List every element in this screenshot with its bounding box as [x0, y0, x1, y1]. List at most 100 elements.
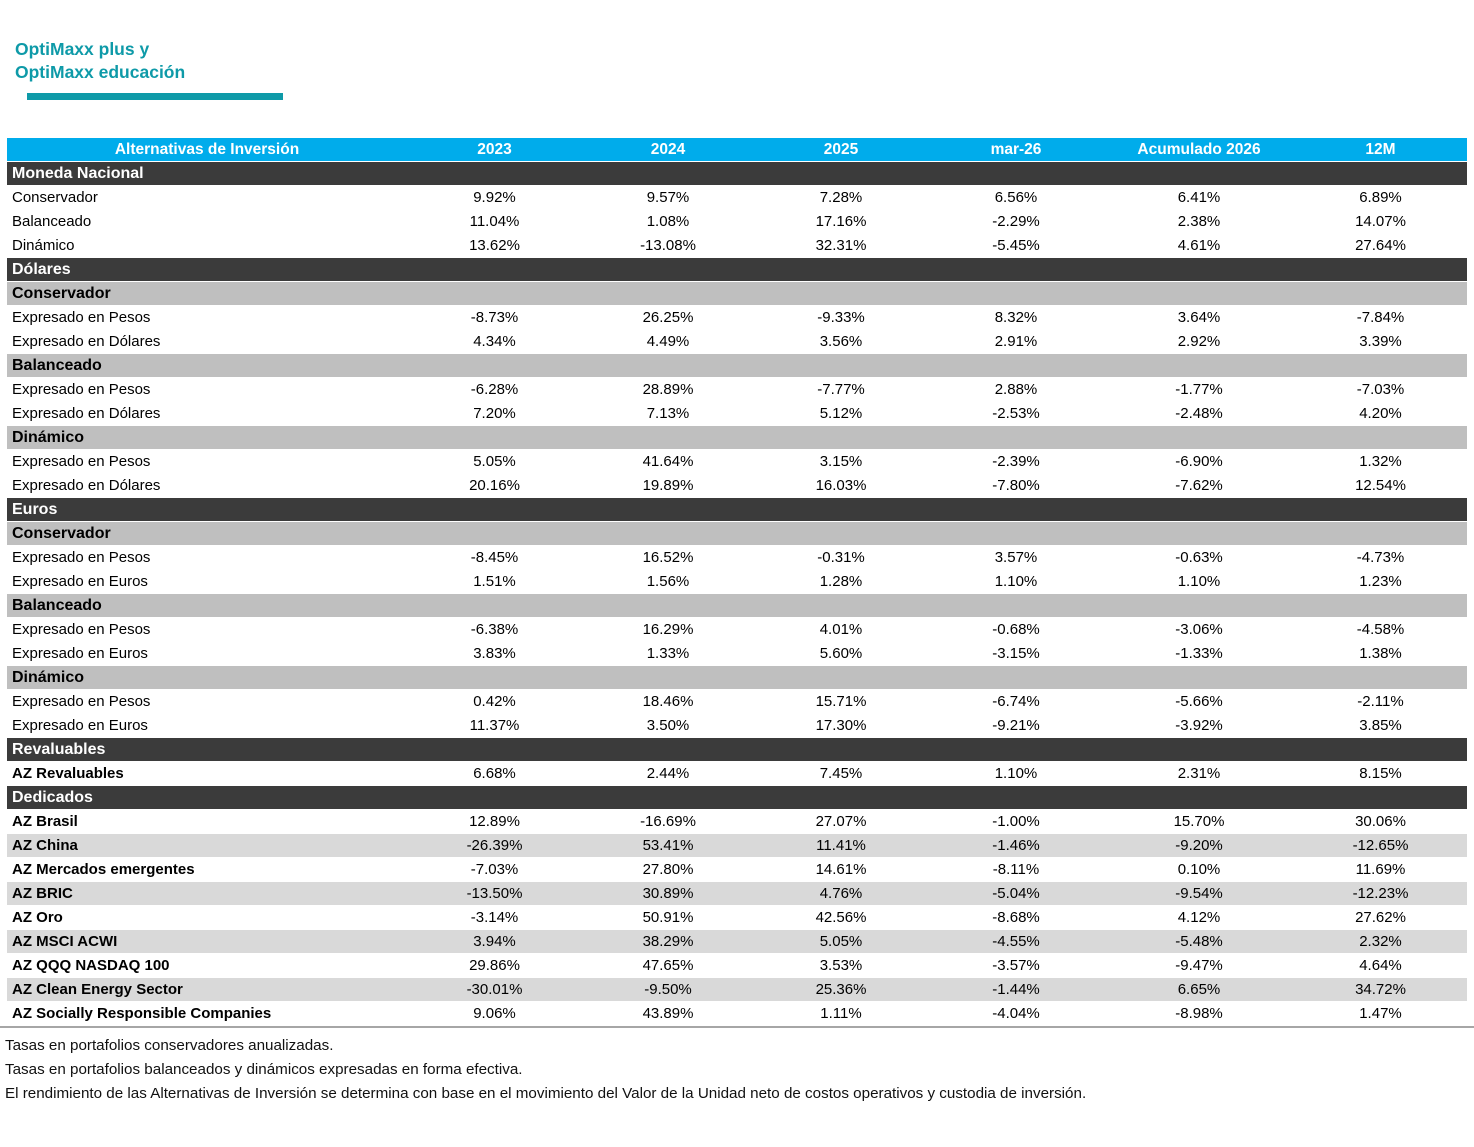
value-cell-2025: 16.03%	[815, 477, 867, 494]
row-label: AZ Clean Energy Sector	[12, 981, 183, 998]
value-cell-mar-26: 1.10%	[994, 765, 1038, 782]
table-row-az-socially-responsible-companies: AZ Socially Responsible Companies 9.06% 43…	[7, 1002, 1467, 1026]
table-row-expresado-en-d-lares: Expresado en Dólares 7.20% 7.13% 5.12% -2.53…	[7, 402, 1467, 426]
value-cell-2025: 7.45%	[819, 765, 863, 782]
table-row-expresado-en-euros: Expresado en Euros 11.37% 3.50% 17.30% -9.21…	[7, 714, 1467, 738]
subsection-row-balanceado: Balanceado	[7, 354, 1467, 378]
value-cell-2023: -3.14%	[470, 909, 519, 926]
value-cell-2025: 15.71%	[815, 693, 867, 710]
value-cell-2023: 1.51%	[473, 573, 516, 590]
subsection-label: Dinámico	[12, 668, 85, 686]
value-cell-12m: 1.32%	[1359, 453, 1402, 470]
value-cell-mar-26: -1.46%	[992, 837, 1040, 854]
value-cell-12m: 34.72%	[1355, 981, 1406, 998]
value-cell-acumulado-2026: 1.10%	[1177, 573, 1221, 590]
column-header-acumulado-2026: Acumulado 2026	[1137, 140, 1261, 158]
value-cell-mar-26: -1.00%	[992, 813, 1040, 830]
row-label: Expresado en Euros	[12, 573, 148, 590]
value-cell-2023: 5.05%	[473, 453, 516, 470]
subsection-label: Conservador	[12, 524, 111, 542]
value-cell-2023: -6.28%	[470, 381, 519, 398]
value-cell-2023: -8.45%	[470, 549, 519, 566]
footnote-3: El rendimiento de las Alternativas de In…	[5, 1085, 1087, 1102]
table-row-expresado-en-pesos: Expresado en Pesos -6.38% 16.29% 4.01% -0.68…	[7, 618, 1467, 642]
value-cell-2023: 13.62%	[469, 237, 520, 254]
value-cell-acumulado-2026: -2.48%	[1175, 405, 1223, 422]
value-cell-2025: -9.33%	[817, 309, 865, 326]
section-row-dedicados: Dedicados	[7, 786, 1467, 810]
row-label: AZ QQQ NASDAQ 100	[12, 957, 170, 974]
row-label: AZ Socially Responsible Companies	[12, 1005, 272, 1022]
row-label: AZ MSCI ACWI	[12, 933, 118, 950]
footnote-2: Tasas en portafolios balanceados y dinám…	[5, 1061, 523, 1078]
value-cell-12m: 14.07%	[1355, 213, 1406, 230]
row-label: Expresado en Pesos	[12, 549, 151, 566]
value-cell-2024: 30.89%	[642, 885, 694, 902]
value-cell-12m: 4.64%	[1359, 957, 1402, 974]
row-label: Expresado en Pesos	[12, 381, 151, 398]
page-title: OptiMaxx plus y OptiMaxx educación	[15, 38, 1474, 84]
value-cell-2024: 38.29%	[642, 933, 694, 950]
value-cell-2023: 6.68%	[473, 765, 516, 782]
value-cell-2025: 14.61%	[815, 861, 867, 878]
page-title-line1: OptiMaxx plus y	[15, 39, 150, 59]
row-label: Dinámico	[12, 237, 75, 254]
column-header-alternativas-de-inversi-n: Alternativas de Inversión	[114, 140, 300, 158]
value-cell-mar-26: -2.29%	[992, 213, 1040, 230]
table-body: Moneda Nacional Conservador 9.92% 9.57% 7.28…	[7, 162, 1467, 1026]
value-cell-2025: 1.11%	[820, 1005, 862, 1022]
value-cell-12m: 6.89%	[1359, 189, 1402, 206]
value-cell-2024: 41.64%	[642, 453, 694, 470]
value-cell-12m: 4.20%	[1359, 405, 1402, 422]
value-cell-2025: 7.28%	[819, 189, 863, 206]
value-cell-2024: 1.56%	[646, 573, 690, 590]
value-cell-12m: 1.23%	[1359, 573, 1402, 590]
value-cell-acumulado-2026: -1.33%	[1175, 645, 1223, 662]
value-cell-mar-26: -8.68%	[992, 909, 1040, 926]
value-cell-2024: 4.49%	[646, 333, 690, 350]
value-cell-acumulado-2026: -3.92%	[1175, 717, 1223, 734]
value-cell-2024: -16.69%	[640, 813, 696, 830]
value-cell-2025: 17.16%	[815, 213, 867, 230]
value-cell-acumulado-2026: 6.41%	[1177, 189, 1221, 206]
value-cell-2023: -7.03%	[470, 861, 519, 878]
value-cell-12m: -4.58%	[1356, 621, 1405, 638]
value-cell-12m: 3.39%	[1359, 333, 1402, 350]
value-cell-2024: 53.41%	[642, 837, 694, 854]
value-cell-2023: -8.73%	[470, 309, 519, 326]
value-cell-2023: 9.06%	[473, 1005, 516, 1022]
value-cell-mar-26: 1.10%	[994, 573, 1038, 590]
value-cell-2024: 9.57%	[646, 189, 690, 206]
section-row-d-lares: Dólares	[7, 258, 1467, 282]
value-cell-2024: -13.08%	[640, 237, 696, 254]
value-cell-12m: -4.73%	[1356, 549, 1405, 566]
value-cell-2023: -26.39%	[466, 837, 523, 854]
table-row-az-oro: AZ Oro -3.14% 50.91% 42.56% -8.68% 4.12% 27.62…	[7, 906, 1467, 930]
value-cell-2023: 11.37%	[469, 717, 520, 734]
value-cell-2025: 5.60%	[819, 645, 863, 662]
value-cell-12m: 30.06%	[1355, 813, 1406, 830]
value-cell-2024: 16.29%	[642, 621, 694, 638]
row-label: Balanceado	[12, 213, 92, 230]
section-row-moneda-nacional: Moneda Nacional	[7, 162, 1467, 186]
value-cell-acumulado-2026: 15.70%	[1173, 813, 1225, 830]
value-cell-mar-26: -2.39%	[992, 453, 1040, 470]
value-cell-acumulado-2026: 4.12%	[1177, 909, 1221, 926]
value-cell-2023: 3.83%	[473, 645, 516, 662]
row-label: Expresado en Dólares	[12, 405, 161, 422]
value-cell-2025: 25.36%	[815, 981, 867, 998]
row-label: AZ Mercados emergentes	[12, 861, 195, 878]
value-cell-acumulado-2026: 4.61%	[1177, 237, 1221, 254]
value-cell-mar-26: 2.88%	[994, 381, 1038, 398]
value-cell-mar-26: -8.11%	[992, 861, 1040, 878]
value-cell-mar-26: -0.68%	[992, 621, 1040, 638]
table-row-expresado-en-pesos: Expresado en Pesos -6.28% 28.89% -7.77% 2.88…	[7, 378, 1467, 402]
value-cell-acumulado-2026: -0.63%	[1175, 549, 1223, 566]
value-cell-2023: 29.86%	[469, 957, 520, 974]
subsection-row-balanceado: Balanceado	[7, 594, 1467, 618]
title-underline	[27, 93, 283, 100]
section-row-euros: Euros	[7, 498, 1467, 522]
value-cell-2024: 18.46%	[642, 693, 694, 710]
table-row-expresado-en-d-lares: Expresado en Dólares 20.16% 19.89% 16.03% -7…	[7, 474, 1467, 498]
value-cell-12m: 11.69%	[1355, 861, 1406, 878]
